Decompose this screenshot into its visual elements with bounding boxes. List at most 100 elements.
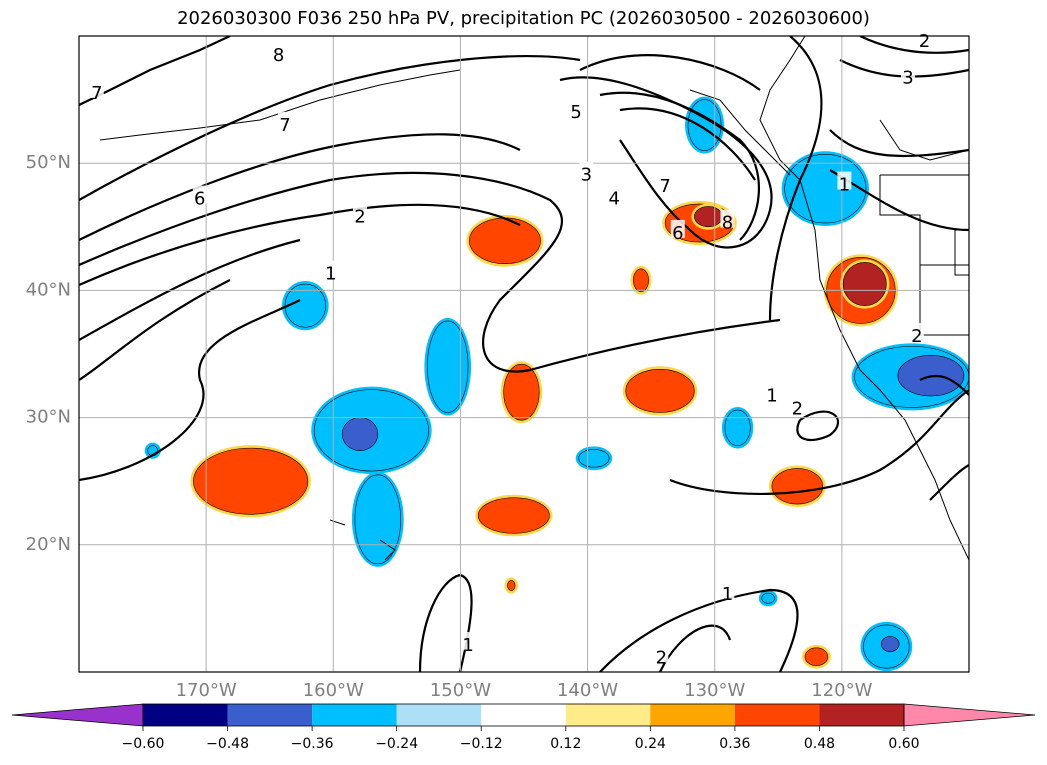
pv-label-bg (720, 581, 735, 600)
lat-tick-label: 50°N (26, 152, 71, 173)
pv-contour-label: 3 (581, 164, 592, 185)
colorbar-tick-label: −0.24 (375, 736, 418, 752)
pv-label-bg (654, 644, 669, 663)
precip-region (880, 636, 900, 652)
pv-contour (919, 374, 969, 396)
colorbar-segment (481, 704, 566, 726)
colorbar-tick-label: 0.24 (635, 736, 666, 752)
colorbar-segment (734, 704, 820, 726)
pv-contour-label: 7 (279, 115, 290, 136)
precip-region (193, 447, 309, 515)
colorbar-tick-label: −0.48 (206, 736, 249, 752)
colorbar-segment (819, 704, 904, 726)
pv-contour-label: 3 (902, 68, 913, 89)
precip-region (724, 409, 751, 446)
pv-label-bg (277, 111, 292, 130)
precip-region (771, 468, 824, 505)
coastline (689, 89, 791, 176)
colorbar-tick-label: 0.12 (550, 736, 581, 752)
colorbar-extend-low (11, 703, 144, 727)
pv-label-bg (271, 41, 286, 60)
pv-contour (579, 54, 761, 91)
pv-contour (659, 624, 732, 672)
pv-contour (929, 464, 969, 501)
precipitation-pc-layer (144, 96, 969, 672)
precip-region (354, 474, 401, 565)
pv-label-bg (569, 99, 584, 118)
pv-contour-label: 2 (354, 206, 365, 227)
pv-contour-label: 6 (672, 223, 683, 244)
pv-contour-label: 2 (919, 31, 930, 52)
pv-contour-label: 1 (325, 264, 336, 285)
pv-label-bg (352, 203, 367, 222)
pv-contour (829, 129, 969, 158)
precip-region (694, 206, 723, 228)
pv-contour (79, 171, 781, 373)
pv-contour (79, 279, 231, 381)
colorbar-segment (565, 704, 651, 726)
lon-tick-label: 160°W (303, 680, 364, 701)
lon-tick-label: 120°W (811, 680, 872, 701)
lon-tick-label: 130°W (684, 680, 745, 701)
pv-contour-label: 2 (792, 398, 803, 419)
pv-contour-label: 2 (656, 648, 667, 669)
pv-contour (79, 203, 521, 287)
pv-label-bg (917, 27, 932, 46)
precip-region (507, 580, 516, 591)
pv-contour-label: 2 (911, 326, 922, 347)
precip-region (477, 497, 550, 534)
coastline (759, 36, 969, 561)
lat-tick-label: 20°N (26, 534, 71, 555)
pv-label-bg (909, 322, 924, 341)
coastline (954, 229, 969, 276)
precip-region (503, 363, 540, 421)
colorbar-tick-label: −0.12 (460, 736, 503, 752)
precip-region (341, 417, 379, 451)
gridlines (79, 36, 969, 672)
pv-contour-label: 6 (194, 189, 205, 210)
pv-contour (79, 238, 301, 341)
pv-contour-label: 8 (273, 45, 284, 66)
colorbar-extend-high (903, 703, 1036, 727)
pv-contour-label: 8 (722, 213, 733, 234)
pv-label-bg (790, 395, 805, 414)
pv-contour (599, 91, 760, 241)
pv-contour-label: 1 (722, 584, 733, 605)
lon-tick-label: 150°W (430, 680, 491, 701)
colorbar-segment (227, 704, 313, 726)
pv-contour (599, 588, 799, 672)
precip-region (469, 217, 541, 264)
precip-region (284, 283, 326, 328)
coastline (879, 174, 969, 336)
colorbar-tick-label: 0.60 (888, 736, 919, 752)
pv-contour-label: 1 (766, 386, 777, 407)
pv-contour (859, 36, 969, 54)
lat-tick-label: 40°N (26, 279, 71, 300)
pv-contour (79, 133, 521, 241)
colorbar-segment (650, 704, 735, 726)
pv-label-bg (579, 161, 594, 180)
colorbar-segment (396, 704, 482, 726)
chart-title: 2026030300 F036 250 hPa PV, precipitatio… (177, 8, 870, 29)
pv-contour-label: 7 (659, 176, 670, 197)
pv-contour-label: 4 (609, 189, 620, 210)
pv-label-bg (764, 382, 779, 401)
colorbar-tick-label: −0.36 (291, 736, 334, 752)
lon-tick-label: 140°W (557, 680, 618, 701)
pv-label-bg (900, 64, 915, 83)
coastline-layer (99, 36, 969, 561)
pv-contour (418, 573, 473, 672)
colorbar-tick-label: 0.36 (719, 736, 750, 752)
pv-contour-label: 1 (462, 635, 473, 656)
pv-contour-label: 1 (839, 175, 850, 196)
lon-tick-label: 170°W (176, 680, 237, 701)
pv-label-bg (670, 219, 685, 238)
coastline (99, 69, 461, 141)
pv-contour (559, 76, 773, 249)
precip-region (761, 592, 775, 604)
coastline (329, 519, 396, 561)
precip-region (633, 268, 649, 292)
map-frame (78, 35, 970, 673)
